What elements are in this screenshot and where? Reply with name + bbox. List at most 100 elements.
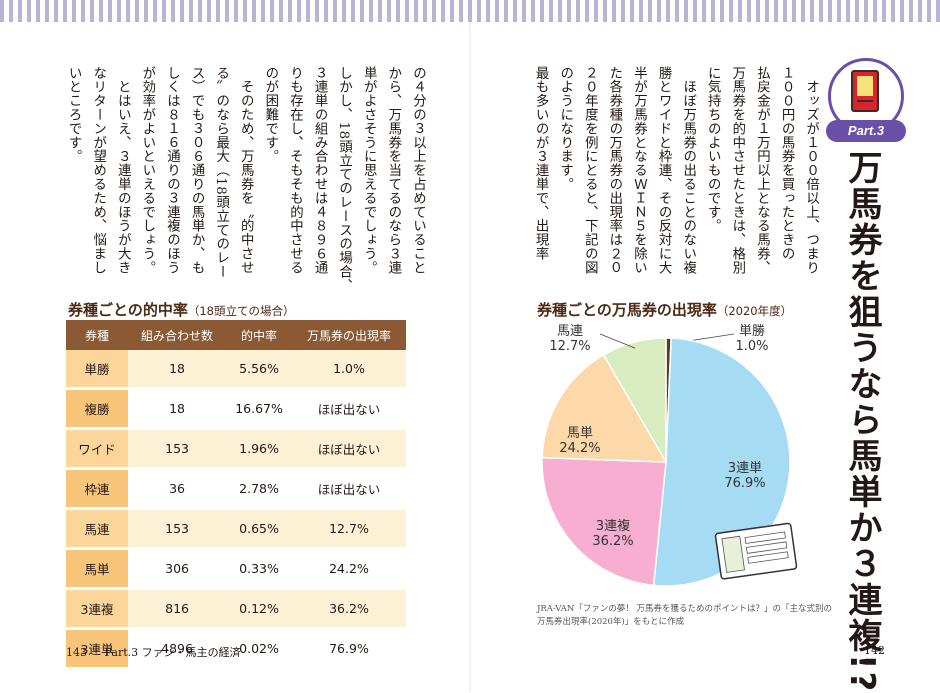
body-text-line: 万馬券を的中させたときは、格別 bbox=[729, 66, 745, 275]
page-number: 143 bbox=[66, 646, 87, 659]
ticket-type-cell: 複勝 bbox=[66, 388, 128, 430]
ticket-type-cell: 馬単 bbox=[66, 548, 128, 590]
table-row: 複勝 18 16.67% ほぼ出ない bbox=[66, 388, 406, 430]
table-subtitle: （18頭立ての場合） bbox=[187, 304, 295, 318]
body-text-line: の４分の３以上を占めていること bbox=[409, 66, 425, 275]
body-text-line: 最も多いのが３連単で、出現率 bbox=[532, 66, 548, 261]
body-text-line: なリターンが望めるため、悩まし bbox=[90, 66, 106, 275]
table-row: 3連単 4896 0.02% 76.9% bbox=[66, 628, 406, 670]
table-cell: 306 bbox=[128, 548, 227, 590]
body-text-line: のようになります。 bbox=[557, 66, 573, 192]
table-cell: 36 bbox=[128, 468, 227, 510]
table-cell: 153 bbox=[128, 428, 227, 470]
body-text-line: ス）でも３０６通りの馬単か、も bbox=[188, 66, 204, 275]
body-text-line: しくは８１６通りの３連複のほう bbox=[163, 66, 179, 275]
table-cell: 4896 bbox=[128, 628, 227, 670]
table-cell: 0.12% bbox=[226, 588, 292, 630]
pie-slice-3 bbox=[541, 353, 668, 463]
table-cell: 0.65% bbox=[226, 508, 292, 550]
table-cell: 2.78% bbox=[226, 468, 292, 510]
column-header: 万馬券の出現率 bbox=[291, 320, 406, 350]
table-row: 馬単 306 0.33% 24.2% bbox=[66, 548, 406, 590]
pie-slice-label: 3連単 76.9% bbox=[715, 461, 775, 491]
pie-slice-1 bbox=[652, 337, 791, 587]
body-text-line: しかし、18頭立てのレースの場合、 bbox=[336, 66, 352, 293]
pie-slice-value: 12.7% bbox=[549, 339, 591, 354]
chart-subtitle: （2020年度） bbox=[716, 304, 793, 318]
ticket-type-cell: 3連単 bbox=[66, 628, 128, 670]
body-text-line: 半が万馬券となるＷＩＮ５を除い bbox=[630, 66, 646, 275]
right-page-body-text: オッズが１００倍以上、つまり １００円の馬券を買ったときの 払戻金が１万円以上となる… bbox=[527, 66, 822, 278]
body-text-line: 勝とワイドと枠連、その反対に大 bbox=[655, 66, 671, 275]
table-cell: ほぼ出ない bbox=[291, 428, 406, 470]
column-header: 的中率 bbox=[226, 320, 292, 350]
table-cell: ほぼ出ない bbox=[291, 388, 406, 430]
right-folio: 142 bbox=[864, 644, 885, 657]
table-header-row: 券種 組み合わせ数 的中率 万馬券の出現率 bbox=[66, 320, 406, 350]
chart-title-text: 券種ごとの万馬券の出現率 bbox=[537, 301, 717, 319]
ticket-type-cell: 単勝 bbox=[66, 350, 128, 390]
pie-leader-line bbox=[599, 333, 636, 349]
table-cell: 1.96% bbox=[226, 428, 292, 470]
body-text-line: から、万馬券を当てるのなら３連 bbox=[385, 66, 401, 275]
body-text-line: る〟のなら最大（18頭立てのレー bbox=[213, 66, 229, 279]
pie-slice-name: 馬連 bbox=[556, 324, 583, 339]
pie-slice-label: 単勝 1.0% bbox=[722, 324, 782, 354]
table-cell: 18 bbox=[128, 388, 227, 430]
body-text-line: が効率がよいといえるでしょう。 bbox=[139, 66, 155, 275]
pie-slice-label: 3連複 36.2% bbox=[583, 519, 643, 549]
table-title: 券種ごとの的中率（18頭立ての場合） bbox=[68, 299, 295, 320]
ticket-type-cell: ワイド bbox=[66, 428, 128, 470]
table-cell: 18 bbox=[128, 350, 227, 390]
body-text-line: ほぼ万馬券の出ることのない複 bbox=[680, 66, 696, 275]
body-text-line: いところです。 bbox=[65, 66, 81, 164]
pie-slice-name: 馬単 bbox=[566, 426, 593, 441]
table-cell: 24.2% bbox=[291, 548, 406, 590]
page-gutter bbox=[469, 22, 471, 692]
betting-slip-illustration bbox=[714, 522, 798, 580]
table-cell: 153 bbox=[128, 508, 227, 550]
body-text-line: ３連単の組み合わせは４８９６通 bbox=[311, 66, 327, 275]
table-row: 馬連 153 0.65% 12.7% bbox=[66, 508, 406, 550]
betting-ticket-icon bbox=[851, 70, 879, 112]
pie-slice-value: 76.9% bbox=[724, 476, 766, 491]
column-header: 券種 bbox=[66, 320, 128, 350]
pie-slice-2 bbox=[541, 456, 667, 587]
source-line: JRA-VAN「ファンの夢！ 万馬券を獲るためのポイントは？」の「主な式別の bbox=[537, 604, 833, 614]
body-text-line: のが困難です。 bbox=[262, 66, 278, 164]
ticket-type-cell: 馬連 bbox=[66, 508, 128, 550]
body-text-line: た各券種の万馬券の出現率は２０ bbox=[606, 66, 622, 275]
page-number: 142 bbox=[864, 644, 885, 657]
pie-slice-label: 馬単 24.2% bbox=[550, 426, 610, 456]
body-text-line: 払戻金が１万円以上となる馬券、 bbox=[753, 66, 769, 275]
pie-slice-name: 単勝 bbox=[738, 324, 765, 339]
body-text-line: とはいえ、３連単のほうが大き bbox=[114, 66, 130, 275]
body-text-line: １００円の馬券を買ったときの bbox=[778, 66, 794, 261]
source-line: 万馬券出現率(2020年)」をもとに作成 bbox=[537, 617, 685, 627]
chart-source-note: JRA-VAN「ファンの夢！ 万馬券を獲るためのポイントは？」の「主な式別の 万… bbox=[537, 603, 832, 629]
part-label: Part.3 bbox=[826, 120, 906, 142]
ticket-type-cell: 3連複 bbox=[66, 588, 128, 630]
pie-slice-4 bbox=[602, 337, 667, 465]
pie-slice-value: 36.2% bbox=[592, 534, 634, 549]
pie-slice-name: 3連単 bbox=[727, 461, 763, 476]
table-row: ワイド 153 1.96% ほぼ出ない bbox=[66, 428, 406, 470]
table-row: 枠連 36 2.78% ほぼ出ない bbox=[66, 468, 406, 510]
body-text-line: に気持ちのよいものです。 bbox=[704, 66, 720, 233]
body-text-line: そのため、万馬券を〝的中させ bbox=[237, 66, 253, 275]
chapter-title: 万馬券を狙うなら馬単か３連複!? bbox=[842, 150, 882, 693]
body-text-line: ２０年度を例にとると、下記の図 bbox=[581, 66, 597, 275]
pie-slice-name: 3連複 bbox=[595, 519, 631, 534]
pie-slice-value: 1.0% bbox=[735, 339, 769, 354]
table-cell: 0.02% bbox=[226, 628, 292, 670]
pie-slice-label: 馬連 12.7% bbox=[540, 324, 600, 354]
table-row: 単勝 18 5.56% 1.0% bbox=[66, 350, 406, 390]
table-cell: 816 bbox=[128, 588, 227, 630]
table-title-text: 券種ごとの的中率 bbox=[68, 301, 188, 319]
table-row: 3連複 816 0.12% 36.2% bbox=[66, 588, 406, 630]
left-folio: 143 Part.3 ファン・馬主の経済 bbox=[66, 644, 241, 660]
body-text-line: りも存在し、そもそも的中させる bbox=[286, 66, 302, 275]
table-cell: 76.9% bbox=[291, 628, 406, 670]
column-header: 組み合わせ数 bbox=[128, 320, 227, 350]
